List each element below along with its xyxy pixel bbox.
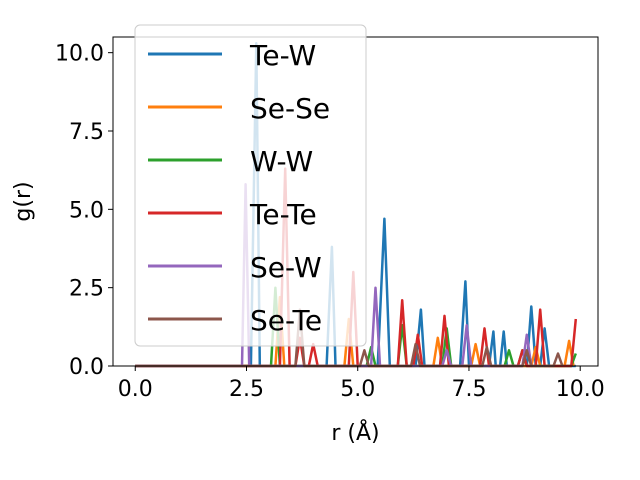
x-tick-label: 2.5: [229, 377, 264, 402]
y-tick-label: 7.5: [69, 120, 104, 145]
x-tick-label: 5.0: [340, 377, 375, 402]
legend: Te-W Se-Se W-W Te-Te Se-W Se-Te: [134, 24, 367, 347]
x-axis-label: r (Å): [331, 419, 379, 446]
legend-label: Te-Te: [249, 198, 317, 231]
y-axis-label: g(r): [11, 181, 36, 221]
legend-label: Te-W: [249, 39, 316, 72]
legend-label: Se-W: [250, 251, 322, 284]
y-tick-label: 5.0: [69, 198, 104, 223]
x-tick-label: 0.0: [118, 377, 153, 402]
y-tick-label: 2.5: [69, 277, 104, 302]
y-tick-label: 0.0: [69, 355, 104, 380]
legend-label: W-W: [250, 145, 313, 178]
legend-label: Se-Se: [250, 92, 330, 125]
x-tick-label: 7.5: [451, 377, 486, 402]
x-tick-label: 10.0: [556, 377, 605, 402]
x-axis-ticks: 0.0 2.5 5.0 7.5 10.0: [118, 366, 605, 402]
legend-box: [134, 24, 367, 347]
y-axis-ticks: 0.0 2.5 5.0 7.5 10.0: [55, 42, 113, 380]
y-tick-label: 10.0: [55, 42, 104, 67]
legend-label: Se-Te: [250, 304, 322, 337]
